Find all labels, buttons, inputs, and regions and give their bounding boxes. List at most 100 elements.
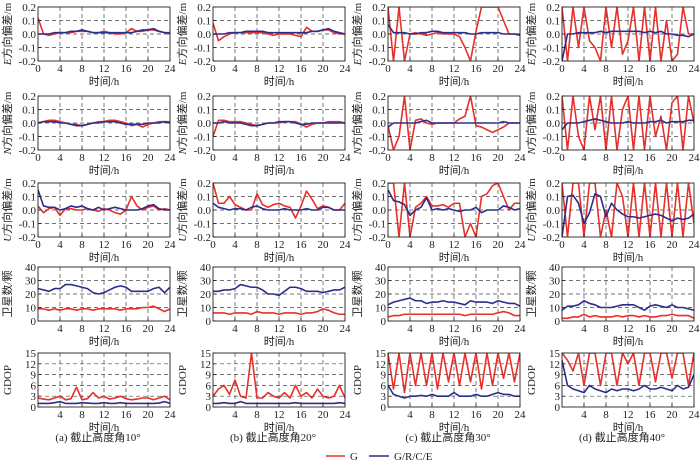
y-tick-label: 0.2 xyxy=(197,91,211,103)
x-tick-label: 16 xyxy=(121,152,133,164)
x-tick-label: 8 xyxy=(429,323,435,335)
y-tick-label: 0.0 xyxy=(22,205,36,217)
x-tick-label: 12 xyxy=(623,239,634,251)
x-axis-label: 时间/h xyxy=(439,421,470,434)
y-tick-label: 0 xyxy=(381,316,387,328)
y-tick-label: -0.2 xyxy=(543,232,560,244)
y-axis-label: 卫星数/颗 xyxy=(351,270,364,317)
y-axis-label: 卫星数/颗 xyxy=(1,270,14,317)
series-g-line xyxy=(388,183,520,237)
y-tick-label: 0.2 xyxy=(22,91,36,103)
x-tick-label: 24 xyxy=(515,239,527,251)
x-tick-label: 4 xyxy=(581,323,587,335)
series-g-line xyxy=(38,305,170,313)
y-axis-label: E方向偏差/m xyxy=(0,2,14,66)
series-grce-line xyxy=(562,30,694,61)
y-tick-label: -0.1 xyxy=(194,219,211,231)
x-tick-label: 12 xyxy=(449,409,460,421)
x-tick-label: 16 xyxy=(296,63,308,75)
series-g-line xyxy=(213,353,345,399)
x-tick-label: 12 xyxy=(274,63,285,75)
y-tick-label: -0.1 xyxy=(19,219,36,231)
x-tick-label: 16 xyxy=(471,63,483,75)
subfigure-caption: (d) 截止高度角40° xyxy=(579,430,665,444)
x-tick-label: 4 xyxy=(581,239,587,251)
x-tick-label: 0 xyxy=(559,63,565,75)
x-tick-label: 8 xyxy=(254,152,260,164)
x-tick-label: 24 xyxy=(165,323,177,335)
series-g-line xyxy=(38,195,170,217)
x-tick-label: 4 xyxy=(407,63,413,75)
x-tick-label: 16 xyxy=(296,239,308,251)
y-axis-label: GDOP xyxy=(526,365,538,395)
x-tick-label: 20 xyxy=(318,152,330,164)
x-tick-label: 8 xyxy=(254,323,260,335)
x-axis-label: 时间/h xyxy=(439,251,470,264)
x-axis-label: 时间/h xyxy=(89,421,120,434)
y-axis-label-var: N xyxy=(2,146,14,155)
y-axis-label-text: 方向偏差/m xyxy=(350,178,364,234)
x-tick-label: 20 xyxy=(493,323,505,335)
y-axis-label-var: N xyxy=(177,146,189,155)
x-tick-label: 16 xyxy=(121,239,133,251)
y-tick-label: 30 xyxy=(25,276,37,288)
y-tick-label: 15 xyxy=(25,348,37,360)
x-tick-label: 16 xyxy=(645,63,657,75)
x-tick-label: 12 xyxy=(623,152,634,164)
series-grce-line xyxy=(388,119,520,128)
x-tick-label: 24 xyxy=(165,152,177,164)
x-tick-label: 4 xyxy=(232,152,238,164)
series-grce-line xyxy=(562,360,694,394)
y-tick-label: -0.2 xyxy=(19,145,36,157)
x-axis-label: 时间/h xyxy=(89,335,120,348)
x-tick-label: 0 xyxy=(385,239,391,251)
y-axis-label: 卫星数/颗 xyxy=(176,270,189,317)
x-tick-label: 0 xyxy=(385,63,391,75)
y-tick-label: 10 xyxy=(549,303,561,315)
x-tick-label: 0 xyxy=(35,63,41,75)
y-tick-label: 0 xyxy=(381,402,387,414)
y-axis-label-text: 方向偏差/m xyxy=(175,2,189,58)
x-tick-label: 4 xyxy=(57,152,63,164)
y-tick-label: 0.0 xyxy=(546,29,560,41)
series-grce-line xyxy=(562,193,694,237)
x-tick-label: 4 xyxy=(57,409,63,421)
subplot: -0.2-0.1 0.00.1 0.2 0 4 8 12 16 20 24 时间/h N方向偏差/m xyxy=(350,91,526,177)
y-tick-label: 9 xyxy=(206,370,212,382)
y-axis-label-text: 方向偏差/m xyxy=(0,2,14,58)
y-tick-label: -0.2 xyxy=(543,56,560,68)
series-g-line xyxy=(388,310,520,318)
y-tick-label: 0.2 xyxy=(372,2,386,14)
x-tick-label: 8 xyxy=(79,323,85,335)
x-tick-label: 20 xyxy=(318,239,330,251)
y-tick-label: -0.2 xyxy=(543,145,560,157)
x-axis-label: 时间/h xyxy=(264,421,295,434)
y-tick-label: -0.2 xyxy=(369,56,386,68)
series-g-line xyxy=(562,353,694,387)
y-tick-label: 0.1 xyxy=(546,105,560,117)
subplot: -0.2-0.1 0.00.1 0.2 0 4 8 12 16 20 24 时间/h N方向偏差/m xyxy=(175,91,351,177)
y-axis-label: E方向偏差/m xyxy=(524,2,538,66)
x-tick-label: 12 xyxy=(99,152,110,164)
y-tick-label: 0.1 xyxy=(546,16,560,28)
y-tick-label: 3 xyxy=(555,391,561,403)
y-tick-label: 0 xyxy=(31,402,37,414)
y-tick-label: 12 xyxy=(200,359,211,371)
y-tick-label: 20 xyxy=(200,289,212,301)
y-tick-label: 0.0 xyxy=(22,118,36,130)
x-axis-label: 时间/h xyxy=(439,335,470,348)
y-tick-label: -0.1 xyxy=(543,43,560,55)
y-tick-label: 30 xyxy=(549,276,561,288)
y-tick-label: 0.0 xyxy=(197,205,211,217)
x-tick-label: 16 xyxy=(645,409,657,421)
y-tick-label: -0.1 xyxy=(369,219,386,231)
y-axis-label: U方向偏差/m xyxy=(0,178,14,242)
x-axis-label: 时间/h xyxy=(264,75,295,88)
x-axis-label: 时间/h xyxy=(613,75,644,88)
x-tick-label: 12 xyxy=(623,409,634,421)
